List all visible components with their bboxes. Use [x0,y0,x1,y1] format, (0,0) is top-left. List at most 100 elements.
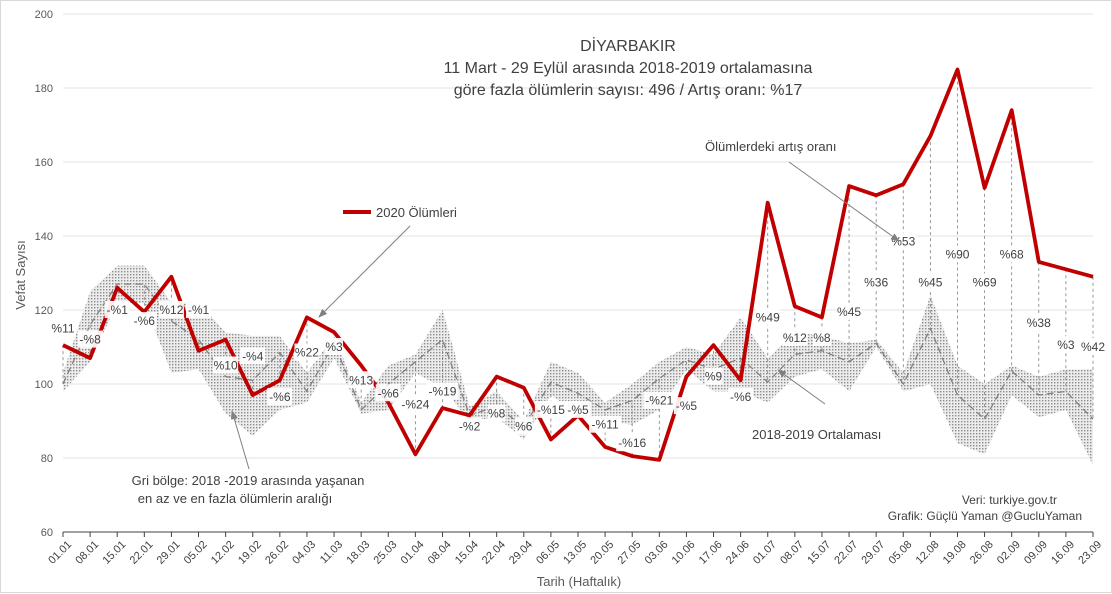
x-tick-23.09: 23.09 [1076,539,1104,567]
pct-label-text: -%19 [428,384,456,398]
rate-annotation-label: Ölümlerdeki artış oranı [705,139,837,154]
y-tick-200: 200 [35,9,53,21]
pct-label-bg [812,328,831,346]
x-tick-01.07: 01.07 [751,539,779,567]
pct-label-text: %45 [918,275,942,289]
pct-label-15.04: -%2 [457,417,483,435]
pct-label-bg [325,338,344,355]
x-tick-17.06: 17.06 [697,539,725,567]
pct-label-bg [836,302,862,320]
pct-label-text: %6 [515,420,533,434]
pct-label-bg [457,417,483,435]
x-axis: 01.01 08.01 15.01 22.01 29.01 05.02 12.02 19.02… [46,531,1104,567]
x-tick-19.08: 19.08 [941,539,969,567]
x-tick-08.04: 08.04 [426,539,454,567]
pct-label-bg [673,397,699,415]
pct-label-29.04: %6 [514,417,533,435]
pct-label-text: %12 [159,303,183,317]
pct-label-text: %69 [973,275,997,289]
x-tick-29.01: 29.01 [155,539,183,567]
y-axis-title: Vefat Sayısı [13,240,28,309]
pct-label-18.03: %13 [348,371,374,389]
pct-label-text: -%21 [645,394,673,408]
pct-label-06.05: -%15 [534,400,567,418]
y-tick-120: 120 [35,305,53,317]
x-tick-15.04: 15.04 [453,539,481,567]
pct-label-17.06: %9 [704,367,723,385]
pct-label-01.01: %11 [50,319,76,337]
pct-label-02.09: %68 [999,245,1025,263]
pct-label-bg [487,404,506,422]
pct-label-bg [294,343,320,361]
pct-label-text: %10 [214,359,238,373]
pct-label-text: %49 [756,310,780,324]
source-credit: Veri: turkiye.gov.tr [962,493,1057,507]
pct-label-19.08: %90 [944,245,970,263]
x-tick-18.03: 18.03 [344,539,372,567]
chart-title-line-1: DİYARBAKIR [580,36,676,55]
pct-label-15.07: %8 [812,328,831,346]
pct-label-20.05: -%11 [589,415,622,433]
chart-title-line-3: göre fazla ölümlerin sayısı: 496 / Artış… [454,82,803,99]
pct-label-22.04: %8 [487,404,506,422]
x-tick-09.09: 09.09 [1022,539,1050,567]
pct-label-bg [267,387,293,405]
gray-band-note-arrow [230,410,250,470]
pct-label-15.01: -%1 [104,301,130,318]
pct-label-bg [589,415,622,433]
pct-label-05.02: -%1 [186,301,212,318]
x-tick-10.06: 10.06 [670,539,698,567]
pct-label-22.01: -%6 [131,312,157,330]
y-tick-180: 180 [35,83,53,95]
pct-label-text: %8 [813,331,831,345]
pct-label-12.08: %45 [917,273,943,291]
x-tick-01.04: 01.04 [399,539,427,567]
pct-label-19.02: -%4 [240,347,266,365]
pct-label-29.07: %36 [863,273,889,291]
pct-label-13.05: -%5 [565,400,591,418]
pct-label-text: -%6 [269,390,291,404]
pct-label-text: %45 [837,305,861,319]
pct-label-08.04: -%19 [426,382,459,400]
x-tick-22.04: 22.04 [480,539,508,567]
pct-label-bg [50,319,76,337]
x-tick-22.01: 22.01 [128,539,156,567]
pct-label-bg [375,384,401,402]
pct-label-text: %9 [705,370,723,384]
pct-label-text: %12 [783,331,807,345]
pct-label-bg [565,400,591,418]
gray-band-note-line-1: Gri bölge: 2018 -2019 arasında yaşanan [132,473,365,488]
pct-label-bg [213,356,239,374]
pct-label-03.06: -%21 [643,391,676,409]
pct-label-bg [348,371,374,389]
pct-label-text: -%6 [378,386,400,400]
x-tick-12.08: 12.08 [914,539,942,567]
pct-label-bg [158,301,184,318]
x-tick-08.01: 08.01 [73,539,101,567]
range-band-area [63,265,1093,466]
average-annotation-label: 2018-2019 Ortalaması [752,427,881,442]
pct-label-bg [863,273,889,291]
pct-label-bg [131,312,157,330]
pct-label-bg [917,273,943,291]
pct-label-text: %90 [945,248,969,262]
pct-label-text: -%24 [401,397,429,411]
x-tick-03.06: 03.06 [643,539,671,567]
pct-label-text: %3 [325,340,343,354]
pct-label-text: %36 [864,275,888,289]
y-tick-160: 160 [35,157,53,169]
x-tick-11.03: 11.03 [318,539,345,566]
pct-label-text: %68 [1000,248,1024,262]
min-max-range-band [63,265,1093,466]
legend-2020-arrow [318,225,411,318]
pct-label-29.01: %12 [158,301,184,318]
x-axis-title: Tarih (Haftalık) [537,574,622,589]
pct-label-text: %42 [1081,340,1105,354]
x-tick-05.08: 05.08 [887,539,915,567]
pct-label-16.09: %3 [1056,336,1075,354]
pct-label-bg [944,245,970,263]
pct-label-text: %22 [295,346,319,360]
pct-label-bg [704,367,723,385]
x-tick-26.02: 26.02 [263,539,291,567]
